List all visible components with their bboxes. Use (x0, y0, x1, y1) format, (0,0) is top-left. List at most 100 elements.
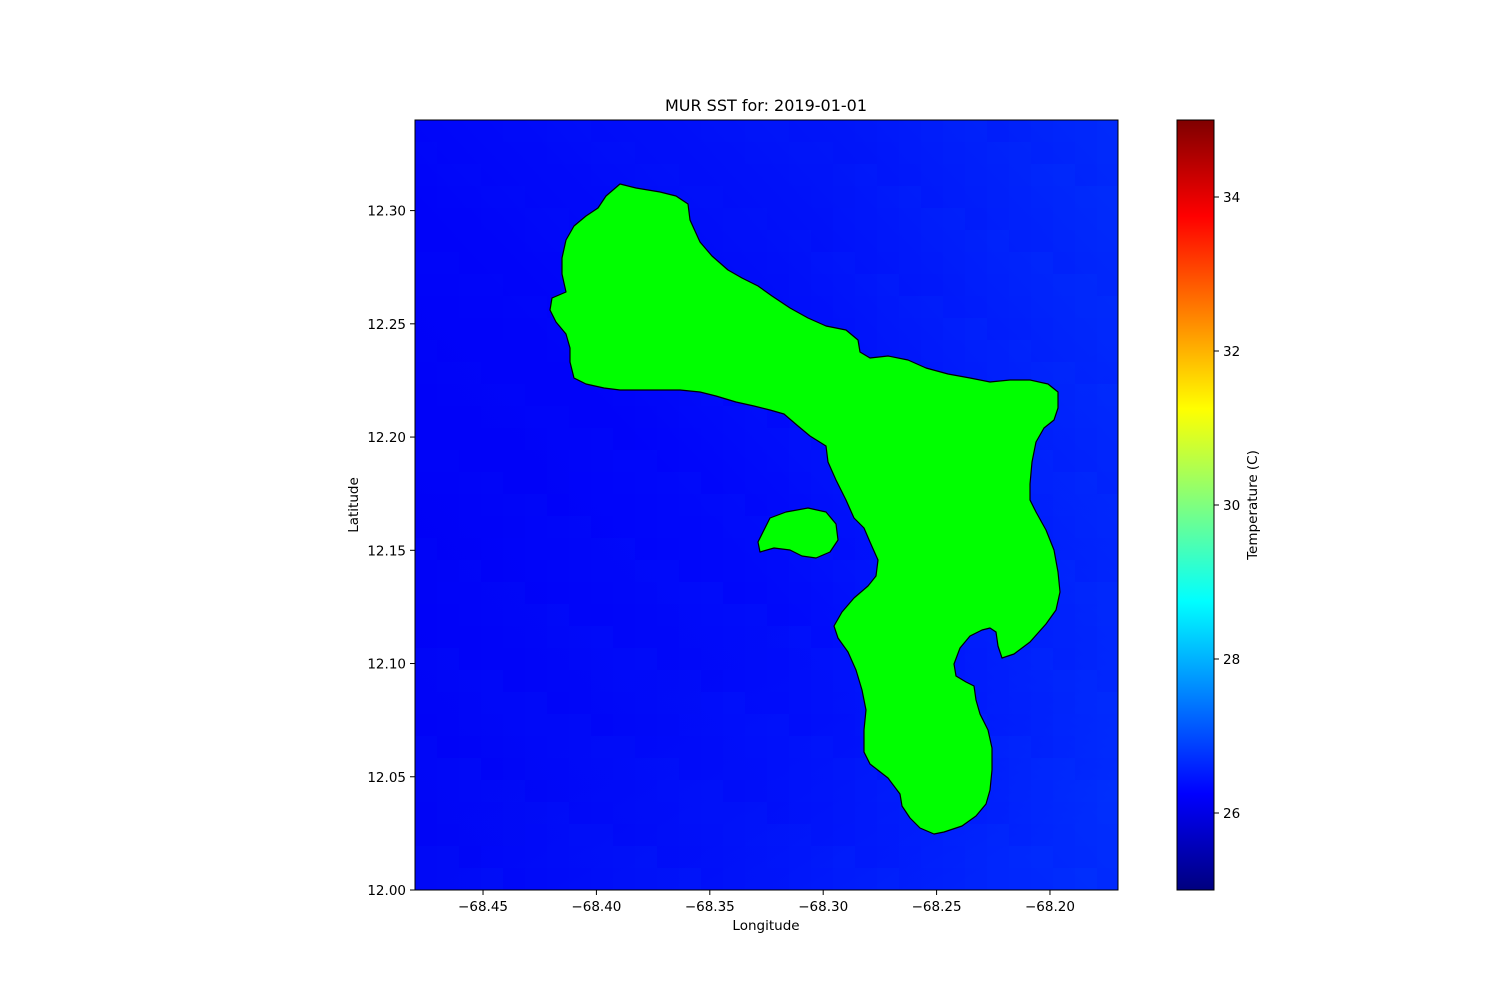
sst-cell (437, 362, 459, 384)
sst-cell (1075, 208, 1097, 230)
sst-cell (877, 824, 899, 846)
sst-cell (1097, 560, 1118, 582)
sst-cell (437, 868, 459, 890)
sst-cell (613, 538, 635, 560)
sst-cell (745, 846, 767, 868)
sst-cell (635, 120, 657, 142)
sst-cell (855, 142, 877, 164)
sst-cell (723, 626, 745, 648)
sst-cell (767, 208, 789, 230)
sst-cell (745, 252, 767, 274)
sst-cell (987, 120, 1009, 142)
sst-cell (1009, 252, 1031, 274)
sst-cell (943, 142, 965, 164)
sst-cell (723, 538, 745, 560)
sst-cell (481, 868, 503, 890)
sst-cell (1075, 648, 1097, 670)
sst-cell (745, 736, 767, 758)
sst-cell (591, 406, 613, 428)
sst-cell (1053, 626, 1075, 648)
sst-cell (1075, 868, 1097, 890)
sst-cell (767, 648, 789, 670)
sst-cell (921, 252, 943, 274)
sst-cell (679, 560, 701, 582)
sst-cell (811, 230, 833, 252)
sst-cell (1031, 362, 1053, 384)
sst-cell (613, 582, 635, 604)
sst-cell (1031, 648, 1053, 670)
sst-cell (1009, 758, 1031, 780)
sst-cell (789, 626, 811, 648)
sst-cell (525, 230, 547, 252)
sst-cell (987, 824, 1009, 846)
sst-cell (481, 736, 503, 758)
sst-cell (415, 736, 437, 758)
sst-cell (591, 824, 613, 846)
sst-cell (1031, 252, 1053, 274)
sst-cell (547, 780, 569, 802)
sst-cell (789, 736, 811, 758)
sst-cell (877, 318, 899, 340)
sst-cell (503, 450, 525, 472)
sst-cell (943, 846, 965, 868)
sst-cell (459, 560, 481, 582)
sst-cell (415, 142, 437, 164)
sst-cell (657, 626, 679, 648)
sst-cell (679, 780, 701, 802)
sst-cell (525, 802, 547, 824)
sst-cell (833, 846, 855, 868)
sst-cell (481, 802, 503, 824)
sst-cell (921, 296, 943, 318)
sst-cell (591, 164, 613, 186)
sst-cell (503, 274, 525, 296)
sst-cell (833, 230, 855, 252)
sst-cell (613, 164, 635, 186)
sst-cell (679, 758, 701, 780)
island-bonaire (549, 183, 1061, 835)
sst-cell (899, 230, 921, 252)
sst-cell (701, 516, 723, 538)
sst-cell (1097, 670, 1118, 692)
sst-cell (723, 582, 745, 604)
sst-cell (635, 560, 657, 582)
sst-cell (965, 186, 987, 208)
sst-cell (635, 428, 657, 450)
sst-cell (459, 582, 481, 604)
sst-cell (437, 780, 459, 802)
sst-cell (723, 472, 745, 494)
x-axis-ticks: −68.45 −68.40 −68.35 −68.30 −68.25 −68.20 (458, 890, 1075, 915)
sst-cell (877, 120, 899, 142)
sst-cell (789, 780, 811, 802)
sst-cell (613, 604, 635, 626)
sst-cell (547, 472, 569, 494)
sst-cell (1075, 846, 1097, 868)
sst-cell (503, 142, 525, 164)
sst-cell (591, 120, 613, 142)
sst-cell (877, 252, 899, 274)
sst-cell (481, 494, 503, 516)
sst-cell (1053, 472, 1075, 494)
sst-cell (415, 120, 437, 142)
sst-cell (965, 164, 987, 186)
sst-cell (437, 208, 459, 230)
sst-cell (525, 362, 547, 384)
sst-cell (1097, 296, 1118, 318)
sst-cell (1053, 274, 1075, 296)
x-tick-label: −68.35 (685, 899, 735, 915)
sst-cell (481, 340, 503, 362)
sst-cell (613, 868, 635, 890)
sst-cell (1053, 648, 1075, 670)
sst-cell (723, 736, 745, 758)
sst-cell (921, 340, 943, 362)
sst-cell (877, 274, 899, 296)
sst-cell (789, 670, 811, 692)
sst-cell (899, 142, 921, 164)
sst-cell (1075, 450, 1097, 472)
sst-cell (613, 516, 635, 538)
sst-cell (657, 780, 679, 802)
sst-cell (481, 450, 503, 472)
sst-cell (745, 230, 767, 252)
sst-cell (855, 164, 877, 186)
sst-cell (613, 714, 635, 736)
sst-cell (745, 758, 767, 780)
